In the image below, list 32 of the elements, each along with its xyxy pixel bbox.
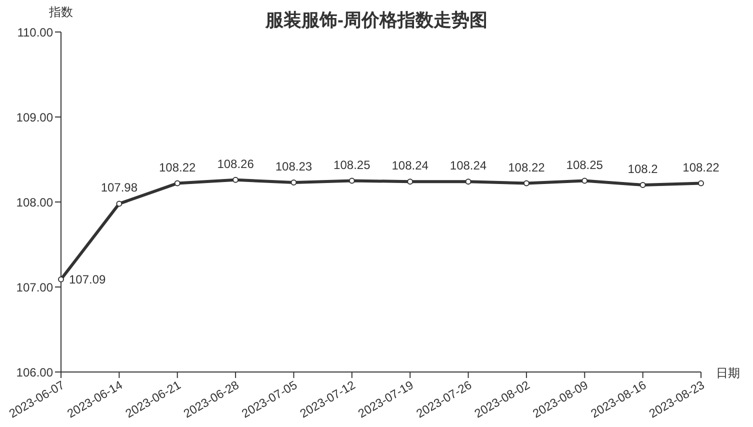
data-label: 108.22: [508, 160, 546, 174]
point: [174, 180, 180, 186]
y-tick-label: 107.00: [16, 280, 54, 294]
point: [232, 176, 239, 183]
point: [698, 180, 704, 186]
point: [523, 180, 530, 186]
point: [640, 182, 646, 188]
data-label: 108.25: [566, 158, 604, 172]
point: [582, 178, 588, 184]
data-label: 107.09: [69, 272, 106, 286]
data-label: 108.26: [217, 156, 254, 171]
data-label: 108.25: [334, 158, 371, 172]
y-tick-label: 108.00: [16, 195, 54, 210]
y-axis-title: 指数: [49, 4, 73, 21]
point: [116, 200, 122, 207]
data-label: 107.98: [100, 180, 138, 195]
y-tick-label: 109.00: [16, 110, 54, 124]
point: [58, 276, 64, 282]
data-label: 108.24: [450, 158, 487, 173]
y-tick-label: 110.00: [17, 25, 54, 40]
data-label: 108.2: [628, 162, 658, 176]
data-label: 108.22: [682, 160, 720, 174]
chart-title: 服装服饰-周价格指数走势图: [266, 10, 488, 30]
point: [348, 178, 355, 184]
y-tick-label: 106.00: [16, 365, 54, 380]
point: [407, 178, 414, 185]
point: [465, 178, 472, 185]
point: [290, 179, 297, 186]
data-label: 108.22: [159, 160, 196, 174]
x-axis-title: 日期: [716, 365, 740, 382]
data-label: 108.24: [392, 158, 429, 173]
data-label: 108.23: [275, 159, 312, 174]
